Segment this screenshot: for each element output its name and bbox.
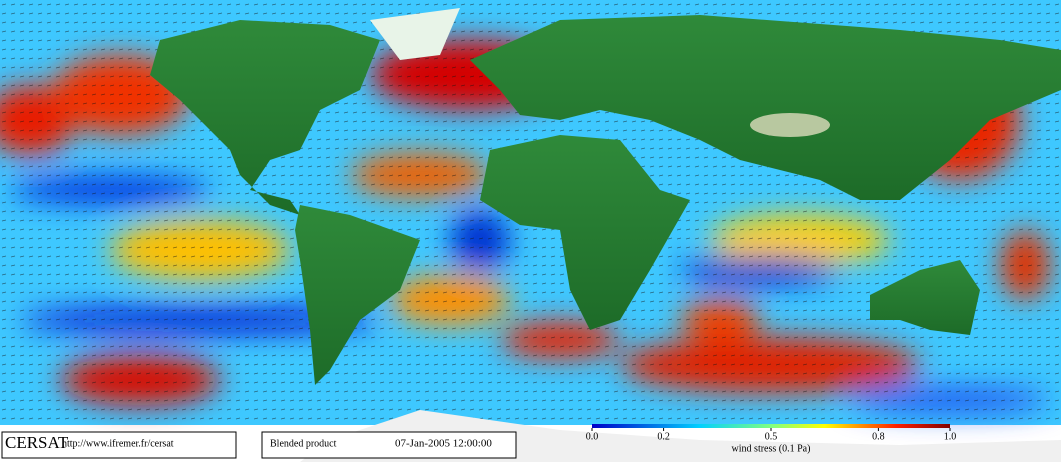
colorbar-tick-label: 0.2 xyxy=(657,431,670,442)
colorbar-ramp xyxy=(592,424,950,428)
url: http://www.ifremer.fr/cersat xyxy=(62,438,174,449)
colorbar: wind stress (0.1 Pa) 0.0 0.2 0.5 0.8 1.0 xyxy=(586,424,957,454)
colorbar-tick-label: 0.5 xyxy=(765,431,778,442)
colorbar-label: wind stress (0.1 Pa) xyxy=(732,443,811,454)
colorbar-tick-label: 0.8 xyxy=(872,431,885,442)
colorbar-tick-label: 1.0 xyxy=(944,431,957,442)
product-box xyxy=(261,431,517,459)
land xyxy=(150,8,1061,462)
date: 07-Jan-2005 12:00:00 xyxy=(395,438,492,450)
product: Blended product xyxy=(270,438,337,449)
footer: CERSAT http://www.ifremer.fr/cersat Blen… xyxy=(1,431,517,459)
credit-box xyxy=(1,431,237,459)
logo: CERSAT xyxy=(5,433,69,452)
colorbar-tick-label: 0.0 xyxy=(586,431,599,442)
